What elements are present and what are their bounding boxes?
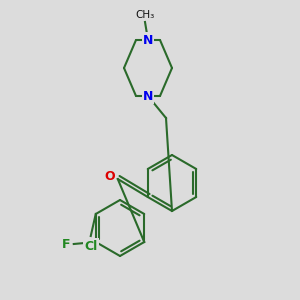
- Text: N: N: [143, 34, 153, 46]
- Text: F: F: [61, 238, 70, 250]
- Text: CH₃: CH₃: [135, 10, 154, 20]
- Text: N: N: [143, 89, 153, 103]
- Text: O: O: [104, 170, 115, 184]
- Text: Cl: Cl: [84, 239, 98, 253]
